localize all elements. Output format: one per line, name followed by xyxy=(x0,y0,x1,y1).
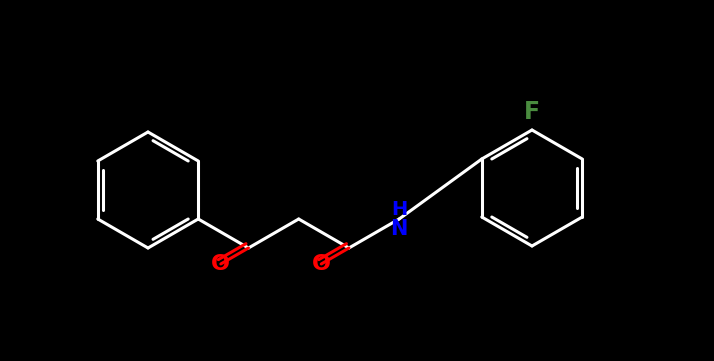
Text: N: N xyxy=(391,219,408,239)
Text: H: H xyxy=(391,200,407,219)
Text: O: O xyxy=(211,254,231,274)
Text: F: F xyxy=(524,100,540,124)
Text: O: O xyxy=(312,254,331,274)
